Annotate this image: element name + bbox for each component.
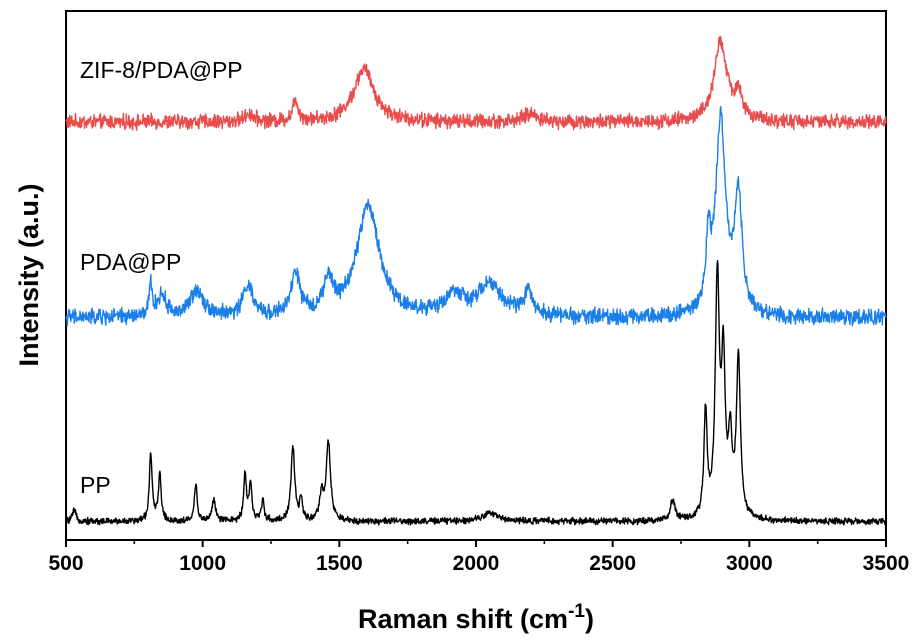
- series-label-pda-pp: PDA@PP: [80, 249, 181, 275]
- x-axis-title: Raman shift (cm-1): [358, 601, 594, 634]
- series-line-zif-8-pda-pp: [65, 36, 887, 131]
- x-tick-label-2500: 2500: [589, 552, 636, 575]
- x-tick-label-3500: 3500: [863, 552, 910, 575]
- series-lines: [65, 36, 887, 526]
- x-axis-tick-labels: 500 1000 1500 2000 2500 3000 3500: [48, 552, 909, 575]
- x-tick-label-500: 500: [48, 552, 83, 575]
- series-label-pp: PP: [80, 472, 111, 498]
- y-axis-title: Intensity (a.u.): [14, 183, 44, 366]
- x-tick-label-3000: 3000: [726, 552, 773, 575]
- series-line-pp: [65, 259, 887, 526]
- x-tick-label-1500: 1500: [316, 552, 363, 575]
- series-label-zif-8-pda-pp: ZIF-8/PDA@PP: [80, 57, 243, 83]
- x-axis-ticks: [65, 540, 887, 547]
- series-line-pda-pp: [65, 106, 887, 327]
- x-tick-label-2000: 2000: [453, 552, 500, 575]
- x-tick-label-1000: 1000: [179, 552, 226, 575]
- plot-frame: [65, 10, 887, 541]
- series-labels: ZIF-8/PDA@PP PDA@PP PP: [80, 57, 243, 498]
